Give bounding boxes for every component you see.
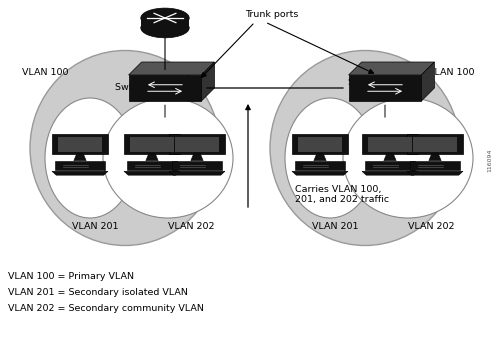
Polygon shape [407, 171, 463, 175]
Polygon shape [129, 62, 214, 75]
Ellipse shape [103, 98, 233, 218]
Polygon shape [201, 62, 214, 101]
FancyBboxPatch shape [52, 134, 108, 154]
FancyBboxPatch shape [130, 137, 175, 152]
FancyBboxPatch shape [412, 137, 457, 152]
Polygon shape [362, 171, 418, 175]
Polygon shape [429, 154, 441, 161]
Polygon shape [74, 154, 86, 161]
FancyBboxPatch shape [58, 137, 103, 152]
Polygon shape [292, 171, 348, 175]
Polygon shape [172, 161, 222, 170]
Ellipse shape [343, 98, 473, 218]
Text: VLAN 100 = Primary VLAN: VLAN 100 = Primary VLAN [8, 272, 134, 281]
Ellipse shape [141, 18, 189, 38]
Text: VLAN 201 = Secondary isolated VLAN: VLAN 201 = Secondary isolated VLAN [8, 288, 188, 297]
Polygon shape [422, 62, 435, 101]
Polygon shape [55, 161, 105, 170]
FancyBboxPatch shape [141, 18, 189, 28]
Ellipse shape [270, 50, 460, 246]
Ellipse shape [30, 50, 220, 246]
Polygon shape [124, 171, 180, 175]
Polygon shape [349, 75, 422, 101]
Polygon shape [349, 62, 435, 75]
Text: Carries VLAN 100,
201, and 202 traffic: Carries VLAN 100, 201, and 202 traffic [295, 185, 389, 204]
Text: Switch B: Switch B [348, 78, 389, 87]
Text: VLAN 201: VLAN 201 [72, 222, 119, 231]
FancyBboxPatch shape [124, 134, 180, 154]
Text: Trunk ports: Trunk ports [245, 10, 299, 19]
Text: VLAN 100: VLAN 100 [428, 68, 474, 77]
FancyBboxPatch shape [368, 137, 412, 152]
Polygon shape [365, 161, 415, 170]
Ellipse shape [141, 8, 189, 28]
Polygon shape [384, 154, 396, 161]
FancyBboxPatch shape [298, 137, 343, 152]
Text: VLAN 100: VLAN 100 [22, 68, 68, 77]
Polygon shape [146, 154, 158, 161]
Text: VLAN 202 = Secondary community VLAN: VLAN 202 = Secondary community VLAN [8, 304, 204, 313]
Text: 116094: 116094 [487, 148, 492, 172]
FancyBboxPatch shape [407, 134, 463, 154]
FancyBboxPatch shape [292, 134, 348, 154]
Polygon shape [127, 161, 177, 170]
Polygon shape [52, 171, 108, 175]
FancyBboxPatch shape [169, 134, 225, 154]
Polygon shape [169, 171, 225, 175]
Text: VLAN 202: VLAN 202 [408, 222, 455, 231]
Ellipse shape [285, 98, 375, 218]
FancyBboxPatch shape [175, 137, 219, 152]
Text: VLAN 201: VLAN 201 [312, 222, 359, 231]
Polygon shape [295, 161, 345, 170]
Polygon shape [191, 154, 203, 161]
Polygon shape [129, 75, 201, 101]
Ellipse shape [45, 98, 135, 218]
Polygon shape [314, 154, 326, 161]
Text: VLAN 202: VLAN 202 [168, 222, 214, 231]
Polygon shape [410, 161, 460, 170]
FancyBboxPatch shape [362, 134, 418, 154]
Text: Switch A: Switch A [115, 83, 156, 92]
